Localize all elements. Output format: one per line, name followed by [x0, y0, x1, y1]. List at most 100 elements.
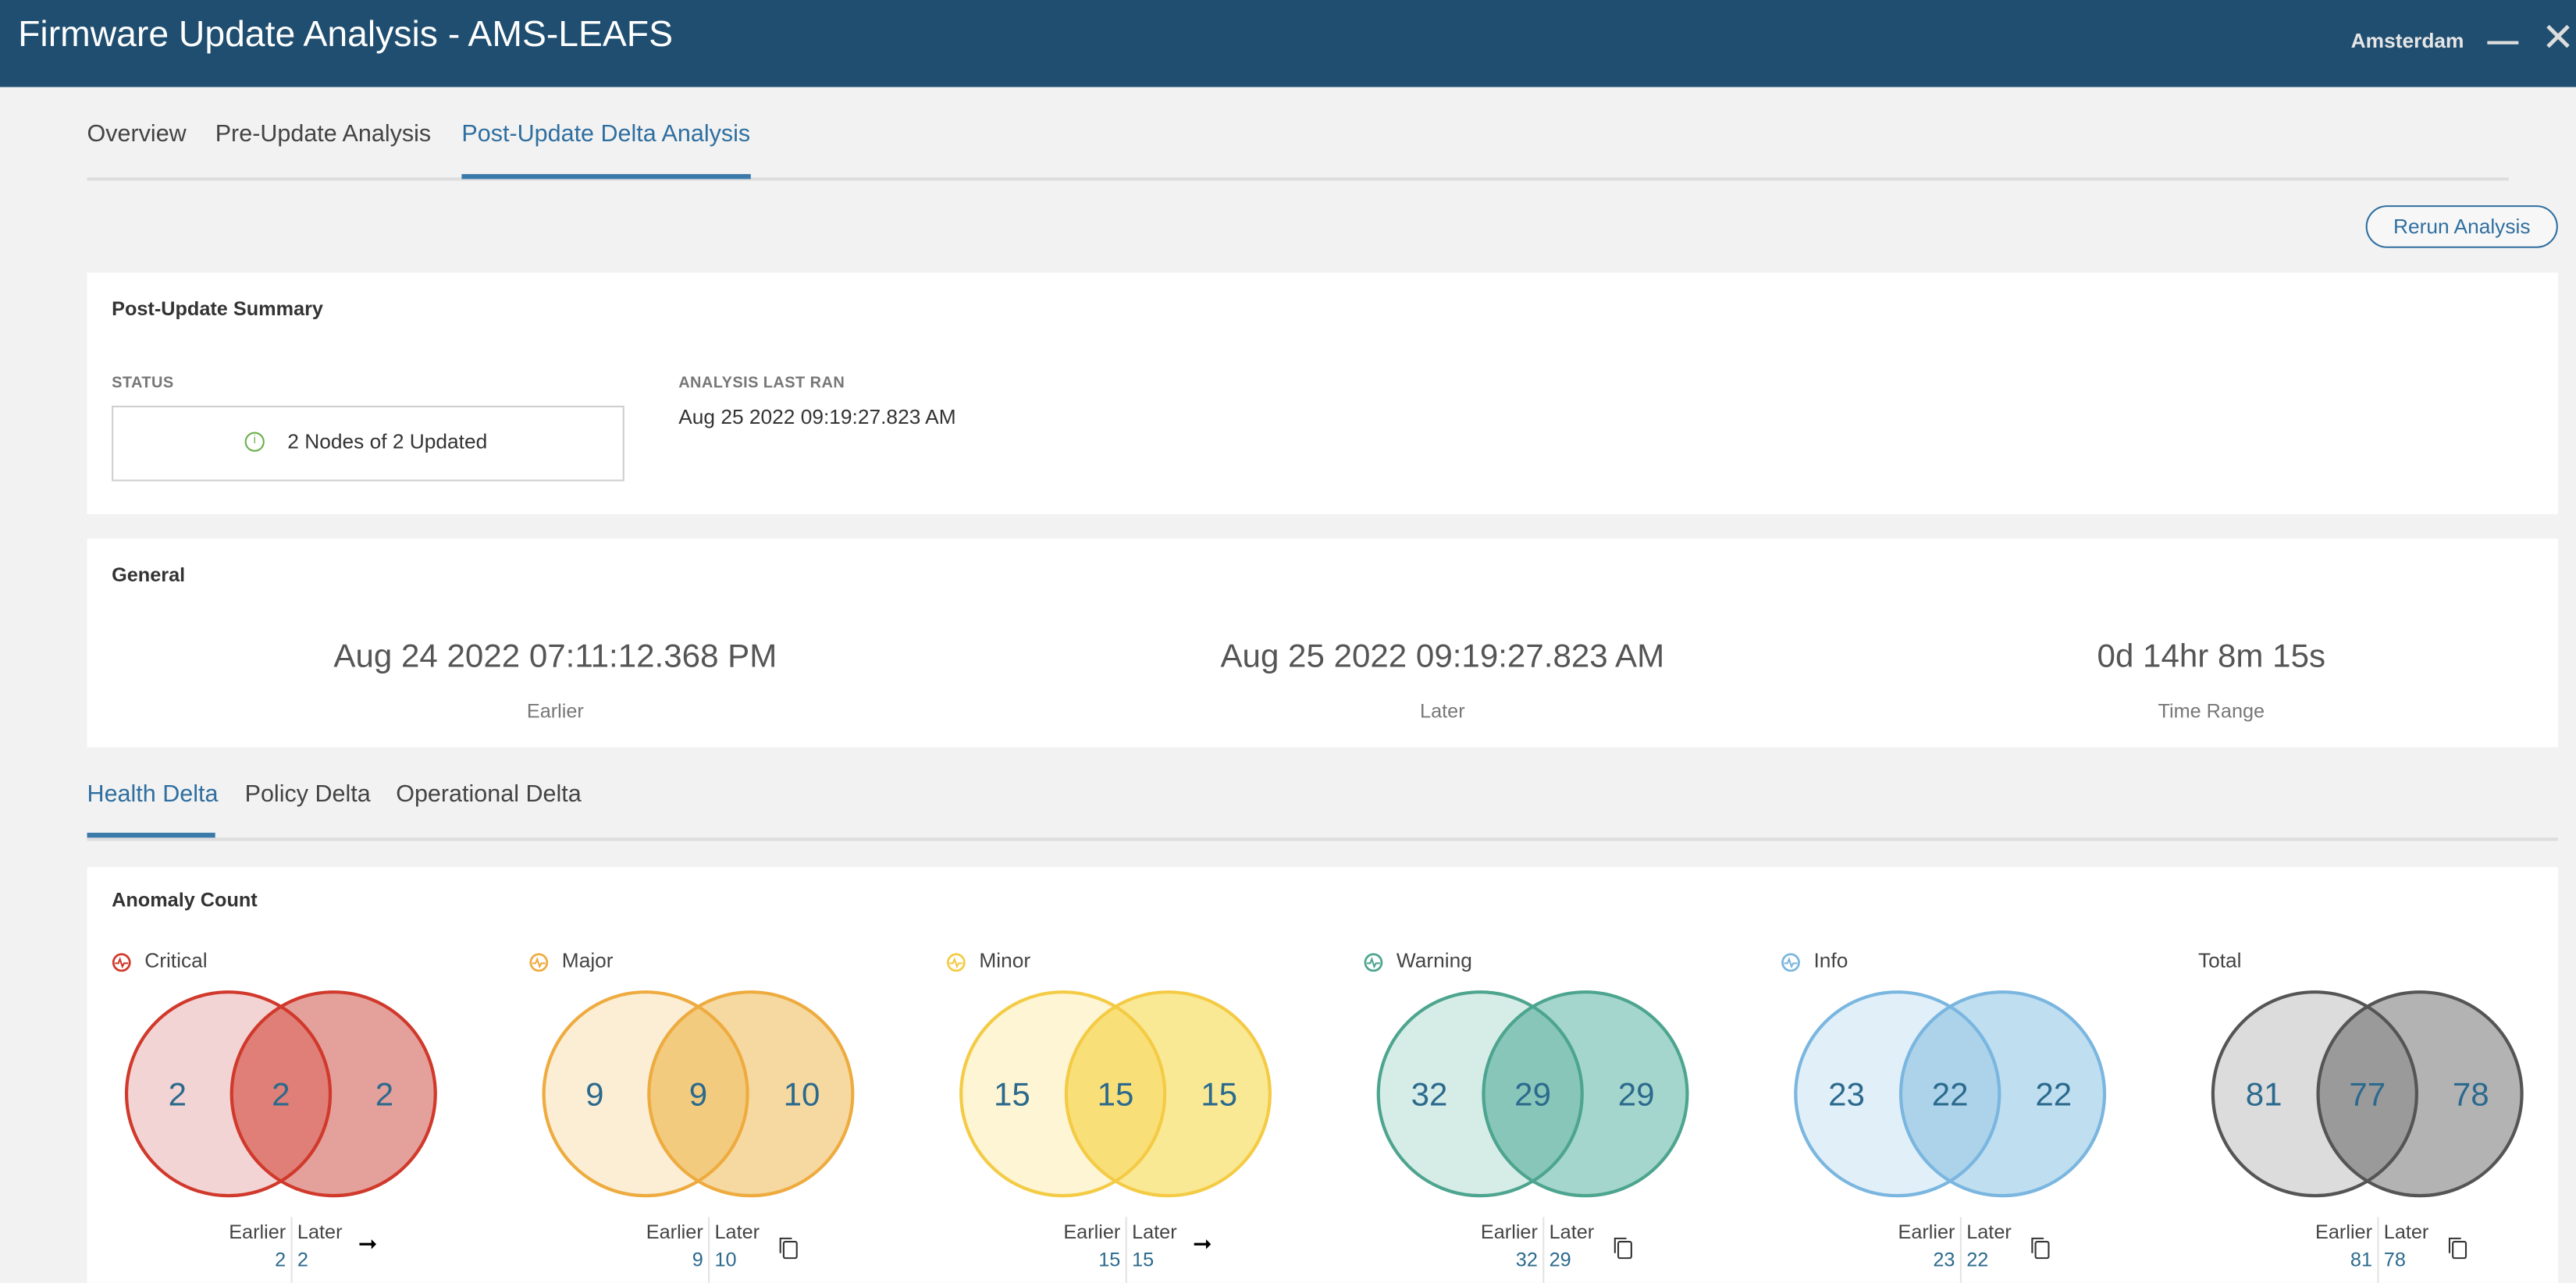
earlier-only-count: 32: [1411, 1075, 1448, 1112]
venn-diagram[interactable]: 9 9 10: [529, 983, 891, 1213]
later-label: Later: [1420, 699, 1465, 723]
title-bar: Firmware Update Analysis - AMS-LEAFS Ams…: [0, 0, 2576, 87]
both-count: 2: [272, 1075, 290, 1112]
both-count: 29: [1514, 1075, 1551, 1112]
later-only-count: 2: [375, 1075, 393, 1112]
later-only-count: 15: [1201, 1075, 1237, 1112]
arrow-right-icon[interactable]: ➞: [1192, 1230, 1212, 1257]
intersection-region[interactable]: [649, 992, 852, 1196]
venn-group-major: Major 9 9 10 Earlier Later 9 10: [529, 867, 940, 1283]
earlier-value[interactable]: 9: [692, 1248, 703, 1271]
later-label: Later: [1966, 1220, 2012, 1244]
time-range: 0d 14hr 8m 15s: [2097, 638, 2326, 675]
site-label: Amsterdam: [2350, 29, 2464, 53]
later-outline: [1482, 990, 1689, 1198]
venn-group-critical: Critical 2 2 2 Earlier Later 2 2 ➞: [112, 867, 522, 1283]
later-value[interactable]: 78: [2383, 1248, 2406, 1271]
later-value[interactable]: 15: [1132, 1248, 1155, 1271]
last-ran-value: Aug 25 2022 09:19:27.823 AM: [678, 405, 956, 429]
tab-policy-delta[interactable]: Policy Delta: [244, 781, 371, 809]
later-label: Later: [1549, 1220, 1595, 1244]
earlier-outline: [2211, 990, 2418, 1198]
venn-title: Info: [1813, 949, 1848, 972]
venn-title: Major: [561, 949, 614, 972]
status-label: STATUS: [112, 374, 174, 393]
venn-diagram[interactable]: 81 77 78: [2198, 983, 2560, 1213]
later-only-count: 78: [2453, 1075, 2489, 1112]
tab-pre-update-analysis[interactable]: Pre-Update Analysis: [215, 121, 432, 148]
active-tab-indicator: [461, 174, 751, 179]
copy-icon[interactable]: [2448, 1237, 2467, 1260]
pulse-icon: [1781, 953, 1800, 972]
earlier-label: Earlier: [1480, 1220, 1538, 1244]
copy-icon[interactable]: [779, 1237, 799, 1260]
earlier-outline: [542, 990, 749, 1198]
venn-title: Minor: [979, 949, 1031, 972]
earlier-value[interactable]: 15: [1098, 1248, 1121, 1271]
arrow-right-icon[interactable]: ➞: [358, 1230, 378, 1257]
later-value[interactable]: 29: [1549, 1248, 1571, 1271]
earlier-label: Earlier: [229, 1220, 286, 1244]
later-value[interactable]: 10: [714, 1248, 737, 1271]
close-icon[interactable]: ✕: [2541, 16, 2575, 61]
venn-diagram[interactable]: 15 15 15: [946, 983, 1308, 1213]
earlier-value[interactable]: 32: [1515, 1248, 1538, 1271]
copy-icon[interactable]: [2030, 1237, 2050, 1260]
copy-icon[interactable]: [1614, 1237, 1633, 1260]
later-only-count: 10: [784, 1075, 820, 1112]
divider: [290, 1217, 293, 1283]
intersection-region[interactable]: [1901, 992, 2105, 1196]
earlier-value[interactable]: 2: [275, 1248, 286, 1271]
earlier-label: Earlier: [1063, 1220, 1121, 1244]
earlier-only-count: 15: [994, 1075, 1030, 1112]
earlier-outline: [959, 990, 1167, 1198]
earlier-label: Earlier: [646, 1220, 703, 1244]
check-circle-icon: i: [244, 432, 265, 452]
status-value: 2 Nodes of 2 Updated: [287, 430, 488, 453]
earlier-only-count: 81: [2246, 1075, 2282, 1112]
last-ran-label: ANALYSIS LAST RAN: [678, 374, 845, 393]
tab-overview[interactable]: Overview: [87, 121, 187, 148]
earlier-label: Earlier: [526, 699, 584, 723]
venn-title: Critical: [144, 949, 208, 972]
time-range-label: Time Range: [2158, 699, 2265, 723]
tab-post-update-delta-analysis[interactable]: Post-Update Delta Analysis: [461, 121, 751, 148]
venn-group-warning: Warning 32 29 29 Earlier Later 32 29: [1364, 867, 1774, 1283]
window-title: Firmware Update Analysis - AMS-LEAFS: [18, 12, 673, 55]
venn-title: Warning: [1396, 949, 1472, 972]
status-box: i 2 Nodes of 2 Updated: [112, 405, 624, 482]
tab-operational-delta[interactable]: Operational Delta: [396, 781, 582, 809]
earlier-label: Earlier: [1898, 1220, 1955, 1244]
venn-group-total: Total 81 77 78 Earlier Later 81 78: [2198, 867, 2576, 1283]
both-count: 77: [2349, 1075, 2386, 1112]
earlier-label: Earlier: [2315, 1220, 2373, 1244]
later-value[interactable]: 2: [297, 1248, 309, 1271]
intersection-region[interactable]: [231, 992, 436, 1196]
venn-group-info: Info 23 22 22 Earlier Later 23 22: [1781, 867, 2191, 1283]
pulse-icon: [112, 953, 131, 972]
later-label: Later: [1132, 1220, 1177, 1244]
later-outline: [1064, 990, 1272, 1198]
later-outline: [2316, 990, 2524, 1198]
later-outline: [1898, 990, 2107, 1198]
intersection-region[interactable]: [2318, 992, 2522, 1196]
tab-health-delta[interactable]: Health Delta: [87, 781, 219, 809]
intersection-region[interactable]: [1066, 992, 1270, 1196]
earlier-outline: [1794, 990, 2001, 1198]
later-value[interactable]: 22: [1966, 1248, 1989, 1271]
earlier-only-count: 23: [1828, 1075, 1865, 1112]
pulse-icon: [529, 953, 549, 972]
venn-diagram[interactable]: 23 22 22: [1781, 983, 2142, 1213]
earlier-value[interactable]: 23: [1933, 1248, 1955, 1271]
minimize-icon[interactable]: [2487, 41, 2519, 44]
card-title: Anomaly Count: [112, 888, 258, 912]
both-count: 22: [1932, 1075, 1969, 1112]
venn-diagram[interactable]: 32 29 29: [1364, 983, 1725, 1213]
divider: [1125, 1217, 1127, 1283]
intersection-region[interactable]: [1483, 992, 1687, 1196]
earlier-value[interactable]: 81: [2350, 1248, 2373, 1271]
general-card: General Aug 24 2022 07:11:12.368 PM Earl…: [87, 538, 2558, 748]
earlier-time: Aug 24 2022 07:11:12.368 PM: [333, 638, 777, 675]
venn-diagram[interactable]: 2 2 2: [112, 983, 473, 1213]
rerun-analysis-button[interactable]: Rerun Analysis: [2365, 205, 2558, 248]
